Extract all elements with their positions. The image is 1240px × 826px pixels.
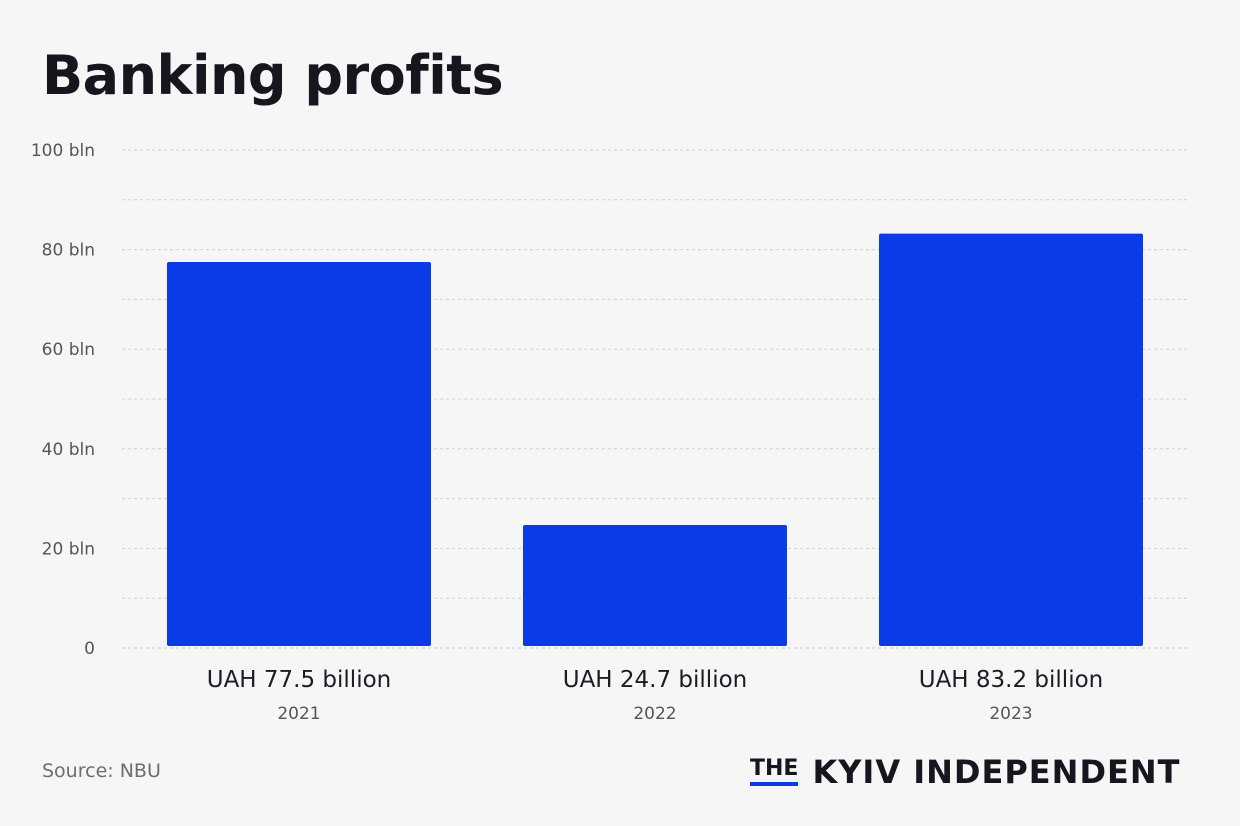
source-note: Source: NBU [42,760,161,782]
bar-2021 [167,262,431,646]
bar-value-label: UAH 24.7 billion [563,667,748,693]
x-category-label: 2022 [633,704,676,724]
y-tick-label: 40 bln [42,440,95,460]
bar-2023 [879,233,1143,646]
x-category-label: 2023 [989,704,1032,724]
logo-name: KYIV INDEPENDENT [812,753,1181,791]
x-category-label: 2021 [277,704,320,724]
bar-2022 [523,524,787,646]
bar-value-label: UAH 83.2 billion [919,667,1104,693]
y-tick-label: 80 bln [42,241,95,261]
y-tick-label: 60 bln [42,340,95,360]
bar-value-label: UAH 77.5 billion [207,667,392,693]
y-tick-label: 20 bln [42,539,95,559]
y-tick-label: 100 bln [31,141,95,161]
kyiv-independent-logo: THE KYIV INDEPENDENT [750,752,1180,792]
y-tick-label: 0 [84,639,95,659]
logo-the: THE [750,758,799,786]
chart-title: Banking profits [42,44,504,107]
